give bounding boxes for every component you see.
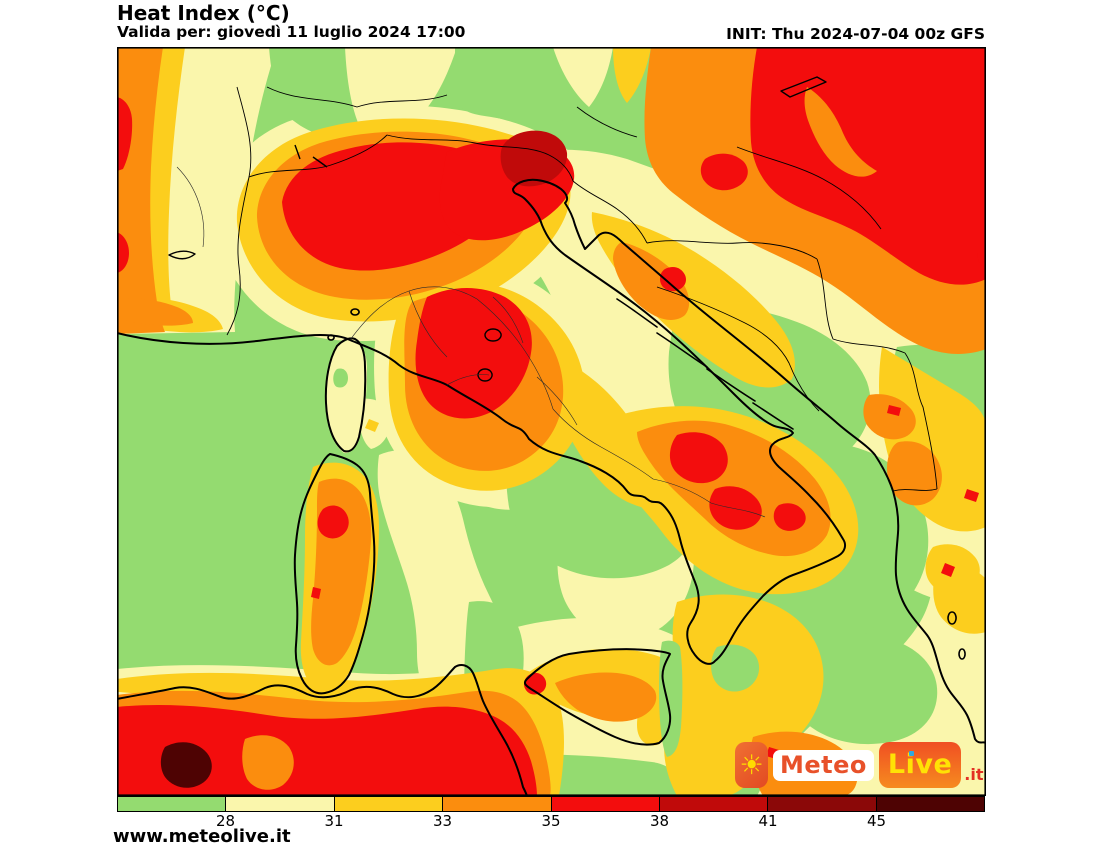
legend-ticks: 28 31 33 35 38 41 45 [117,812,985,832]
heat-layer-green-gaps [659,640,760,757]
heat-index-map: ☀ Meteo Live .it [117,47,986,796]
logo-i-dot [908,751,914,756]
page-title: Heat Index (°C) [117,1,290,25]
legend-segment [767,797,876,811]
heat-layer-red [117,47,986,796]
legend-colorbar [117,796,985,812]
heat-layer-dark-red [500,130,568,187]
sun-icon: ☀ [735,742,768,788]
legend-tick: 28 [215,812,236,830]
legend-tick: 38 [649,812,670,830]
legend-segment [333,797,443,811]
logo-tld-text: .it [964,765,984,784]
legend-tick: 41 [758,812,778,830]
meteolive-logo[interactable]: ☀ Meteo Live .it [735,741,984,789]
coastlines [117,178,986,796]
legend-tick: 33 [432,812,453,830]
legend-segment [550,797,659,811]
legend-segment [658,797,768,811]
map-frame [117,47,986,796]
country-borders [226,86,938,492]
legend-segment [118,797,226,811]
legend-segment [875,797,984,811]
logo-meteo-text: Meteo [773,749,874,781]
heat-layer-accents [242,87,877,790]
legend-segment [442,797,551,811]
region-borders [176,166,766,518]
legend-tick: 31 [324,812,344,830]
valid-time-label: Valida per: giovedì 11 luglio 2024 17:00 [117,23,466,41]
model-init-label: INIT: Thu 2024-07-04 00z GFS [726,25,985,43]
lakes [168,76,827,382]
heat-layer-maroon [160,742,212,788]
legend-tick: 35 [541,812,561,830]
legend-tick: 45 [866,812,887,830]
website-url: www.meteolive.it [113,826,291,847]
legend-segment [225,797,334,811]
logo-live-text: Live [878,742,962,788]
